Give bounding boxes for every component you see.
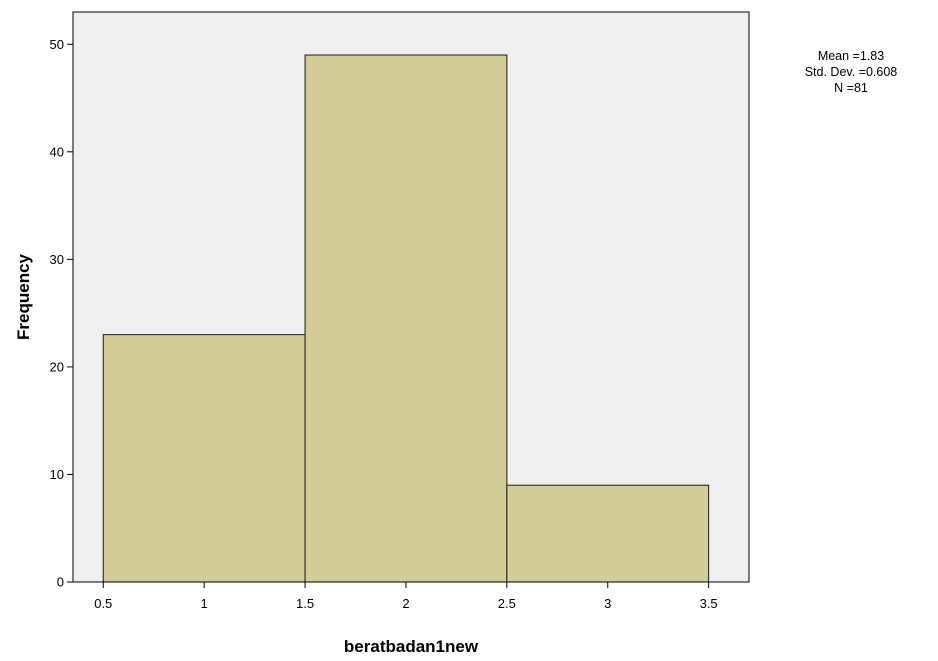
x-tick-label: 3 xyxy=(604,596,611,611)
x-tick-label: 1 xyxy=(201,596,208,611)
statistics-box: Mean =1.83 Std. Dev. =0.608 N =81 xyxy=(805,49,898,95)
x-tick-label: 2.5 xyxy=(498,596,516,611)
stat-mean: Mean =1.83 xyxy=(818,49,884,63)
y-axis: 0 10 20 30 40 50 xyxy=(50,37,73,590)
y-tick-label: 10 xyxy=(50,467,64,482)
x-axis-title: beratbadan1new xyxy=(344,637,479,656)
y-tick-label: 20 xyxy=(50,359,64,374)
y-tick-label: 30 xyxy=(50,252,64,267)
y-tick-label: 50 xyxy=(50,37,64,52)
x-axis: 0.5 1 1.5 2 2.5 3 3.5 xyxy=(94,582,718,611)
x-tick-label: 3.5 xyxy=(700,596,718,611)
bars-group xyxy=(102,54,710,583)
x-tick-label: 1.5 xyxy=(296,596,314,611)
histogram-bar-1 xyxy=(102,334,306,583)
histogram-bar-3 xyxy=(506,484,710,583)
stat-n: N =81 xyxy=(834,81,868,95)
y-tick-label: 40 xyxy=(50,144,64,159)
x-tick-label: 0.5 xyxy=(94,596,112,611)
stat-std-dev: Std. Dev. =0.608 xyxy=(805,65,898,79)
y-axis-title: Frequency xyxy=(14,253,33,340)
y-tick-label: 0 xyxy=(57,575,64,590)
x-tick-label: 2 xyxy=(402,596,409,611)
histogram-bar-2 xyxy=(304,54,508,583)
plot-frame xyxy=(72,11,750,583)
